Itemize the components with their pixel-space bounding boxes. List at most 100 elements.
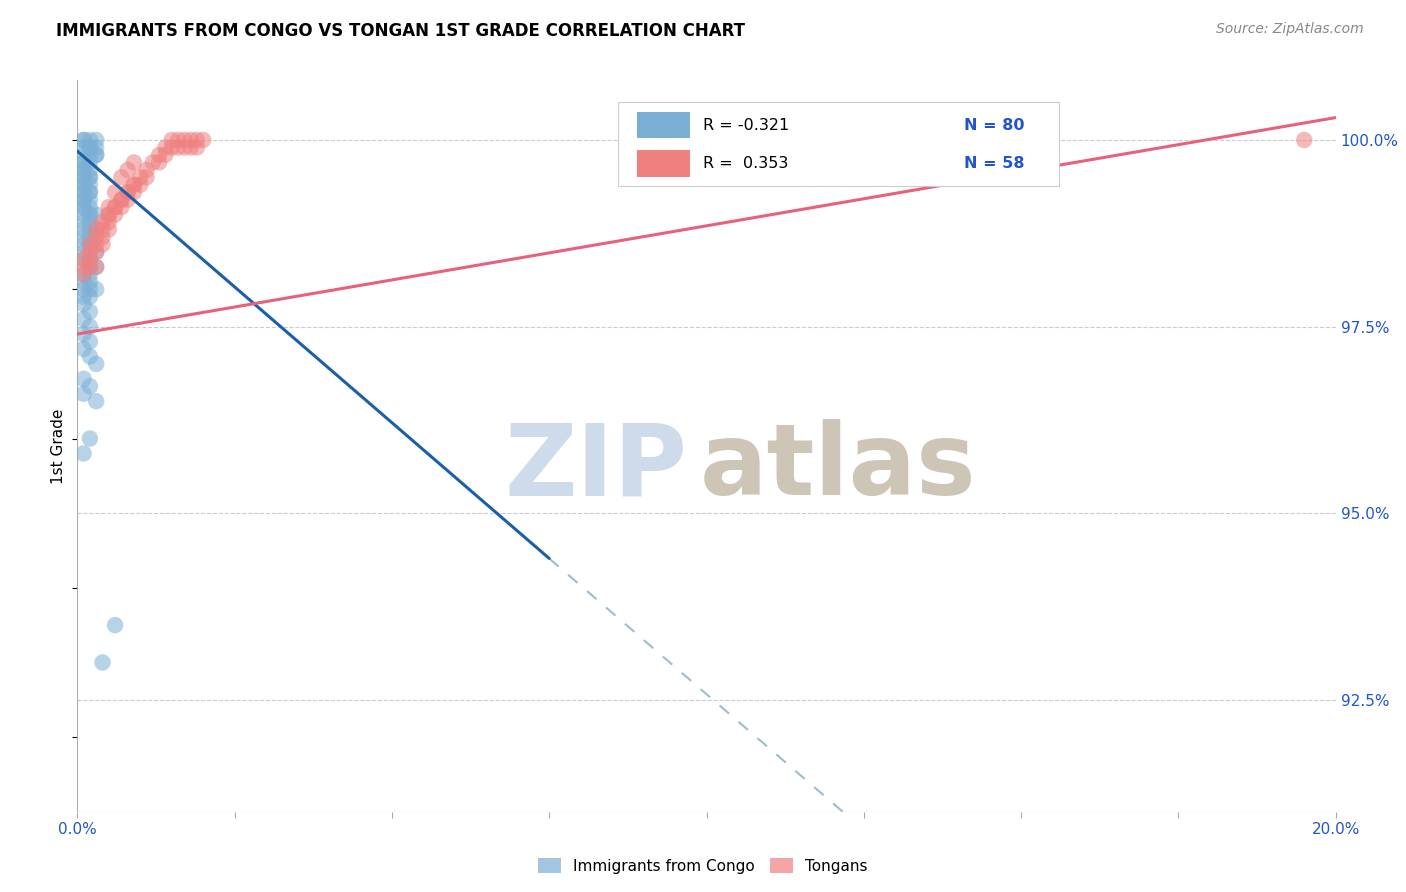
- Point: [72, 170, 94, 185]
- Point: [84, 148, 107, 162]
- Point: [79, 186, 101, 200]
- Text: Source: ZipAtlas.com: Source: ZipAtlas.com: [1216, 22, 1364, 37]
- Point: [79, 215, 101, 229]
- Point: [72, 297, 94, 311]
- Point: [104, 208, 127, 222]
- Point: [72, 155, 94, 169]
- Point: [160, 133, 183, 147]
- Point: [72, 155, 94, 169]
- Point: [72, 244, 94, 259]
- Point: [91, 237, 114, 252]
- Point: [72, 372, 94, 386]
- Point: [79, 208, 101, 222]
- Point: [117, 186, 139, 200]
- Point: [72, 186, 94, 200]
- Point: [79, 178, 101, 192]
- Point: [72, 140, 94, 154]
- Point: [110, 193, 132, 207]
- Point: [148, 148, 170, 162]
- Point: [79, 275, 101, 289]
- Point: [173, 133, 195, 147]
- Point: [72, 215, 94, 229]
- Point: [79, 208, 101, 222]
- Point: [148, 155, 170, 169]
- Point: [155, 148, 177, 162]
- Point: [72, 230, 94, 244]
- Point: [72, 312, 94, 326]
- Point: [122, 155, 145, 169]
- Point: [84, 222, 107, 236]
- Point: [72, 170, 94, 185]
- Point: [72, 260, 94, 274]
- Point: [72, 268, 94, 282]
- Point: [79, 319, 101, 334]
- Point: [72, 178, 94, 192]
- Point: [97, 208, 120, 222]
- Point: [72, 446, 94, 460]
- Point: [72, 290, 94, 304]
- FancyBboxPatch shape: [619, 103, 1059, 186]
- Point: [135, 170, 157, 185]
- Point: [135, 162, 157, 177]
- Point: [97, 200, 120, 214]
- Point: [79, 334, 101, 349]
- Point: [79, 186, 101, 200]
- Point: [79, 237, 101, 252]
- Point: [84, 148, 107, 162]
- Point: [79, 282, 101, 296]
- Point: [84, 133, 107, 147]
- Point: [129, 170, 152, 185]
- Point: [110, 170, 132, 185]
- Point: [117, 186, 139, 200]
- Point: [72, 193, 94, 207]
- Point: [129, 178, 152, 192]
- Point: [173, 140, 195, 154]
- Point: [180, 140, 202, 154]
- Point: [84, 230, 107, 244]
- Point: [72, 237, 94, 252]
- Legend: Immigrants from Congo, Tongans: Immigrants from Congo, Tongans: [531, 852, 875, 880]
- Point: [84, 237, 107, 252]
- Point: [79, 244, 101, 259]
- Point: [91, 230, 114, 244]
- Point: [79, 230, 101, 244]
- Point: [72, 326, 94, 341]
- Point: [72, 148, 94, 162]
- Point: [79, 155, 101, 169]
- Point: [79, 133, 101, 147]
- Point: [167, 140, 190, 154]
- Point: [186, 140, 208, 154]
- FancyBboxPatch shape: [637, 151, 690, 177]
- Point: [79, 260, 101, 274]
- Text: N = 58: N = 58: [965, 156, 1025, 171]
- Point: [72, 222, 94, 236]
- Point: [122, 178, 145, 192]
- Point: [155, 140, 177, 154]
- Point: [79, 350, 101, 364]
- Text: N = 80: N = 80: [965, 118, 1025, 133]
- Point: [160, 140, 183, 154]
- Point: [167, 133, 190, 147]
- Point: [72, 275, 94, 289]
- Point: [117, 193, 139, 207]
- Point: [97, 208, 120, 222]
- FancyBboxPatch shape: [637, 112, 690, 138]
- Point: [79, 170, 101, 185]
- Point: [122, 186, 145, 200]
- Point: [104, 200, 127, 214]
- Point: [79, 268, 101, 282]
- Point: [79, 304, 101, 318]
- Point: [72, 208, 94, 222]
- Point: [91, 656, 114, 670]
- Point: [79, 432, 101, 446]
- Point: [84, 244, 107, 259]
- Point: [84, 260, 107, 274]
- Point: [72, 200, 94, 214]
- Point: [72, 268, 94, 282]
- Point: [84, 140, 107, 154]
- Point: [79, 162, 101, 177]
- Point: [191, 133, 215, 147]
- Point: [84, 244, 107, 259]
- Point: [79, 170, 101, 185]
- Point: [84, 208, 107, 222]
